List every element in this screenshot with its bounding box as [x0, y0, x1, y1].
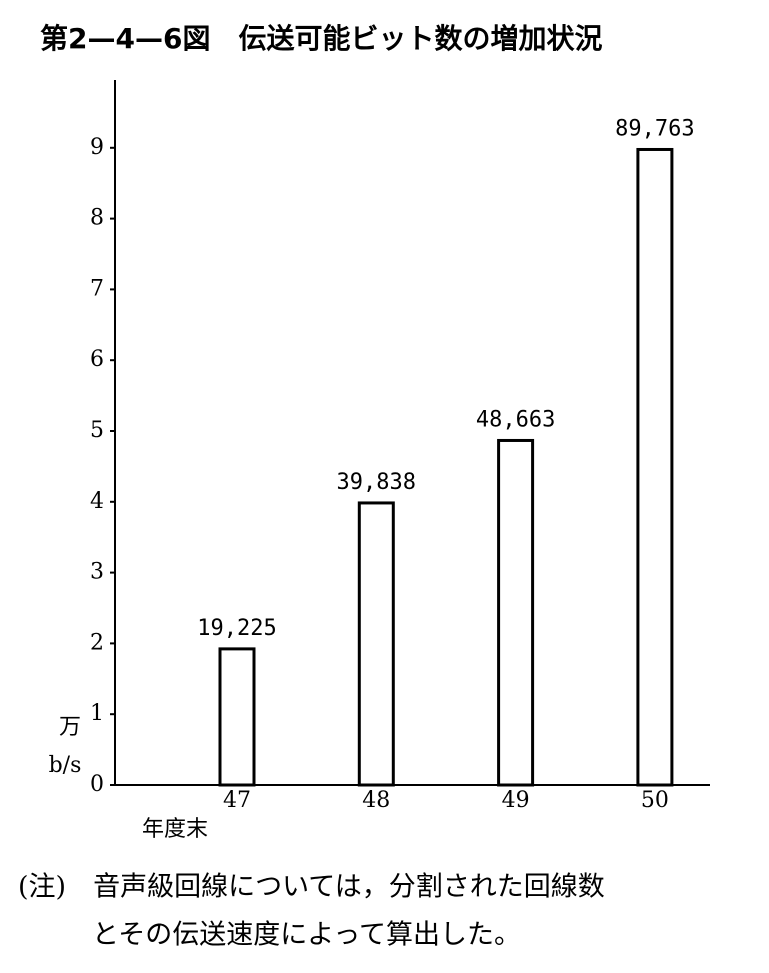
value-label: 89,763: [615, 116, 694, 141]
y-tick-label: 9: [90, 135, 104, 160]
bar: [357, 501, 395, 787]
y-tick-label: 1: [90, 701, 104, 726]
bar: [218, 647, 256, 787]
chart-title: 第2—4—6図 伝送可能ビット数の増加状況: [40, 22, 602, 55]
bar: [636, 147, 674, 787]
y-tick-label: 2: [90, 630, 104, 655]
y-axis-label: 万: [59, 715, 81, 740]
x-tick-label: 49: [502, 788, 530, 813]
note: (注) 音声級回線については，分割された回線数: [18, 872, 605, 903]
value-label: 48,663: [476, 407, 555, 432]
y-tick-label: 7: [90, 276, 104, 301]
value-label: 39,838: [337, 470, 416, 495]
note: とその伝送速度によって算出した。: [92, 920, 521, 951]
x-tick-label: 47: [223, 788, 251, 813]
y-tick-label: 8: [90, 206, 104, 231]
y-tick-label: 3: [90, 560, 104, 585]
y-tick-label: 0: [90, 772, 104, 797]
x-tick-label: 50: [641, 788, 669, 813]
y-axis-label: b/s: [49, 753, 82, 778]
y-tick-label: 6: [90, 347, 104, 372]
x-axis-label: 年度末: [142, 817, 208, 842]
value-label: 19,225: [197, 616, 276, 641]
y-tick-label: 5: [90, 418, 104, 443]
bar: [497, 438, 535, 787]
x-tick-label: 48: [362, 788, 390, 813]
y-tick-label: 4: [90, 489, 104, 514]
